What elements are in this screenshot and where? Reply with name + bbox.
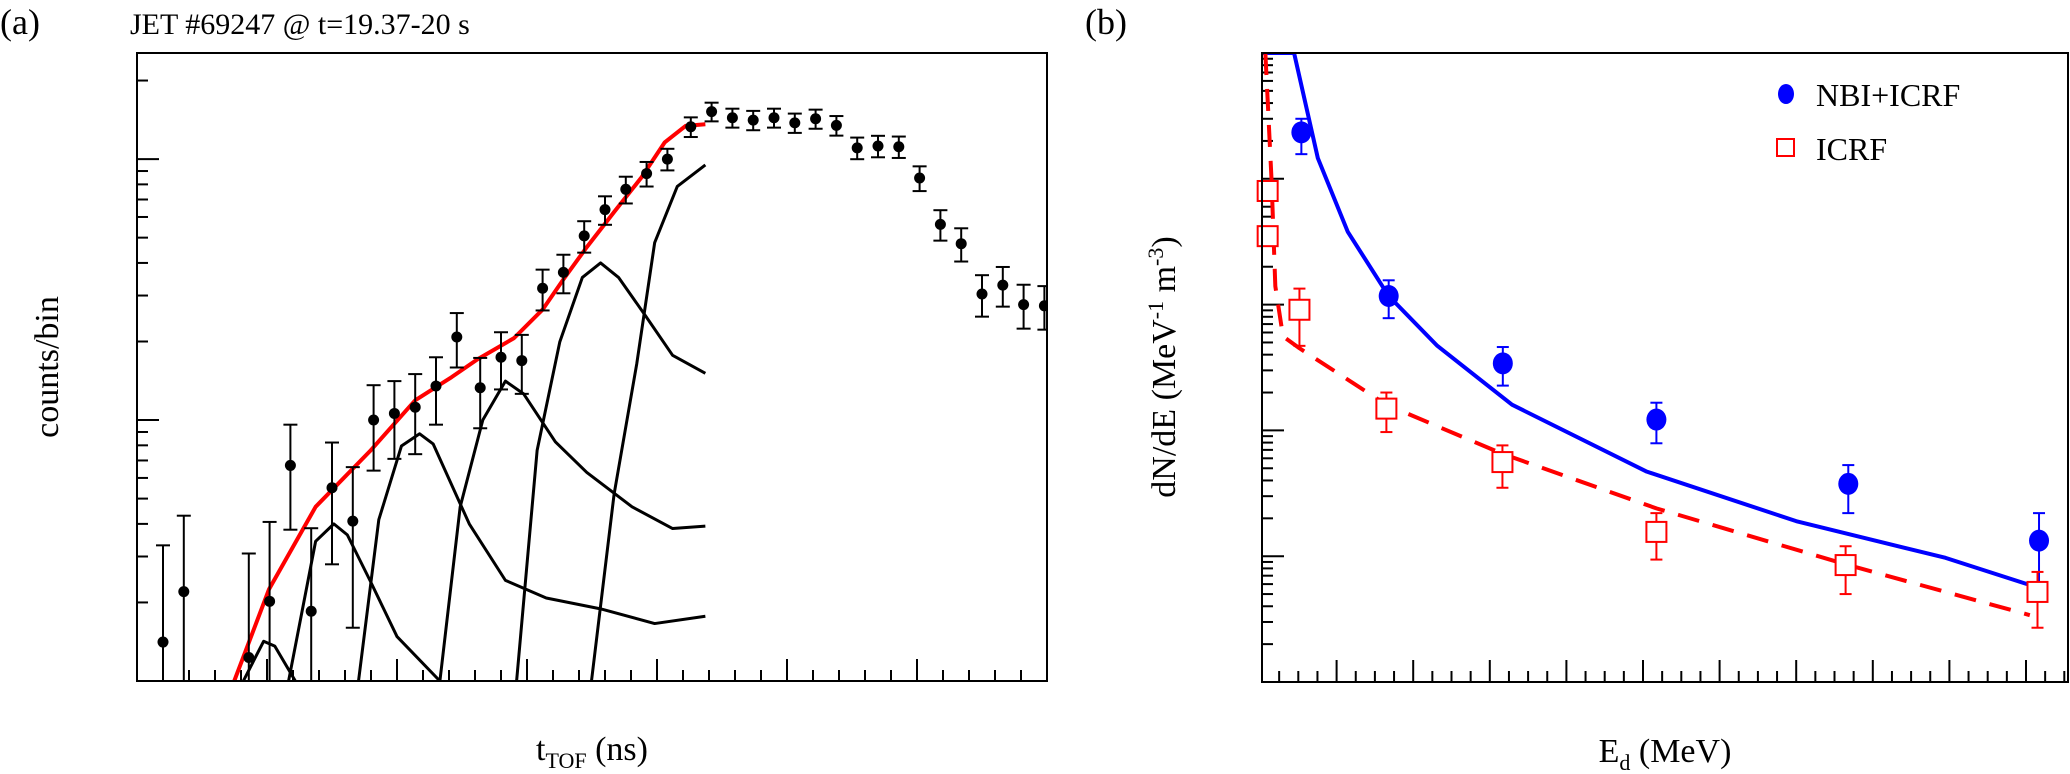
panel-a-xlabel: tTOF (ns) <box>536 731 648 773</box>
data-point <box>409 401 421 413</box>
data-point <box>305 605 317 617</box>
data-point <box>326 482 338 494</box>
data-point <box>955 238 967 250</box>
component-curve <box>438 379 706 681</box>
icrf-point <box>1834 554 1857 577</box>
panel-b-frame <box>1261 52 2069 683</box>
panel-a-axes <box>136 79 1048 682</box>
data-point <box>1018 299 1030 311</box>
data-point <box>474 382 486 394</box>
legend: NBI+ICRF ICRF <box>1776 77 1960 167</box>
data-point <box>997 279 1009 291</box>
icrf-curve <box>1263 53 2031 618</box>
data-point <box>641 168 653 180</box>
data-point <box>914 172 926 184</box>
icrf-point <box>1256 179 1279 202</box>
icrf-point <box>1288 298 1311 321</box>
data-point <box>685 121 697 133</box>
nbi-icrf-point <box>1838 472 1859 495</box>
fit-curve <box>232 122 706 681</box>
data-point <box>1038 300 1047 312</box>
panel-b-label: (b) <box>1085 2 1127 42</box>
panel-a-ylabel: counts/bin <box>29 296 66 438</box>
data-point <box>430 380 442 392</box>
panel-a-curves <box>232 122 707 681</box>
data-point <box>157 636 169 648</box>
legend-icrf-marker <box>1776 138 1795 157</box>
data-point <box>451 331 463 343</box>
nbi-icrf-curve <box>1262 53 2031 587</box>
data-point <box>810 113 822 125</box>
panel-b-points <box>1256 117 2050 629</box>
data-point <box>516 355 528 367</box>
data-point <box>264 595 276 607</box>
icrf-point <box>2026 580 2049 603</box>
icrf-point <box>1375 397 1398 420</box>
component-curve <box>287 522 441 681</box>
nbi-icrf-point <box>1378 285 1399 308</box>
data-point <box>768 112 780 124</box>
data-point <box>706 106 718 118</box>
data-point <box>388 407 400 419</box>
data-point <box>284 459 296 471</box>
component-curve <box>357 432 706 681</box>
data-point <box>747 114 759 126</box>
data-point <box>243 652 255 664</box>
panel-b-xlabel: Ed (MeV) <box>1599 733 1732 774</box>
data-point <box>893 141 905 153</box>
data-point <box>620 183 632 195</box>
data-point <box>578 230 590 242</box>
panel-b-ylabel: dN/dE (MeV-1 m-3) <box>1143 236 1183 497</box>
data-point <box>537 282 549 294</box>
data-point <box>934 218 946 230</box>
data-point <box>178 586 190 598</box>
data-point <box>789 117 801 129</box>
icrf-point <box>1491 451 1514 474</box>
nbi-icrf-point <box>1291 121 1312 144</box>
legend-icrf-label: ICRF <box>1816 131 1887 167</box>
panel-a-label: (a) <box>0 2 40 42</box>
nbi-icrf-point <box>1646 408 1667 431</box>
data-point <box>495 351 507 363</box>
legend-nbi-marker <box>1778 84 1794 104</box>
data-point <box>830 119 842 131</box>
data-point <box>347 515 359 527</box>
legend-nbi-label: NBI+ICRF <box>1816 77 1960 113</box>
panel-a: (a) JET #69247 @ t=19.37-20 s tTOF (ns) … <box>0 2 1048 773</box>
data-point <box>851 142 863 154</box>
data-point <box>599 204 611 216</box>
data-point <box>726 112 738 124</box>
nbi-icrf-point <box>1492 352 1513 375</box>
data-point <box>872 140 884 152</box>
panel-b-curves <box>1262 53 2031 618</box>
panel-a-frame <box>136 52 1048 682</box>
panel-a-title: JET #69247 @ t=19.37-20 s <box>130 8 470 41</box>
icrf-point <box>1256 225 1279 248</box>
component-curve <box>589 163 707 681</box>
panel-a-points <box>156 101 1047 681</box>
data-point <box>976 288 988 300</box>
component-curve <box>515 261 707 681</box>
nbi-icrf-point <box>2029 529 2050 552</box>
icrf-point <box>1645 520 1668 543</box>
data-point <box>661 153 673 165</box>
data-point <box>368 414 380 426</box>
data-point <box>557 266 569 278</box>
